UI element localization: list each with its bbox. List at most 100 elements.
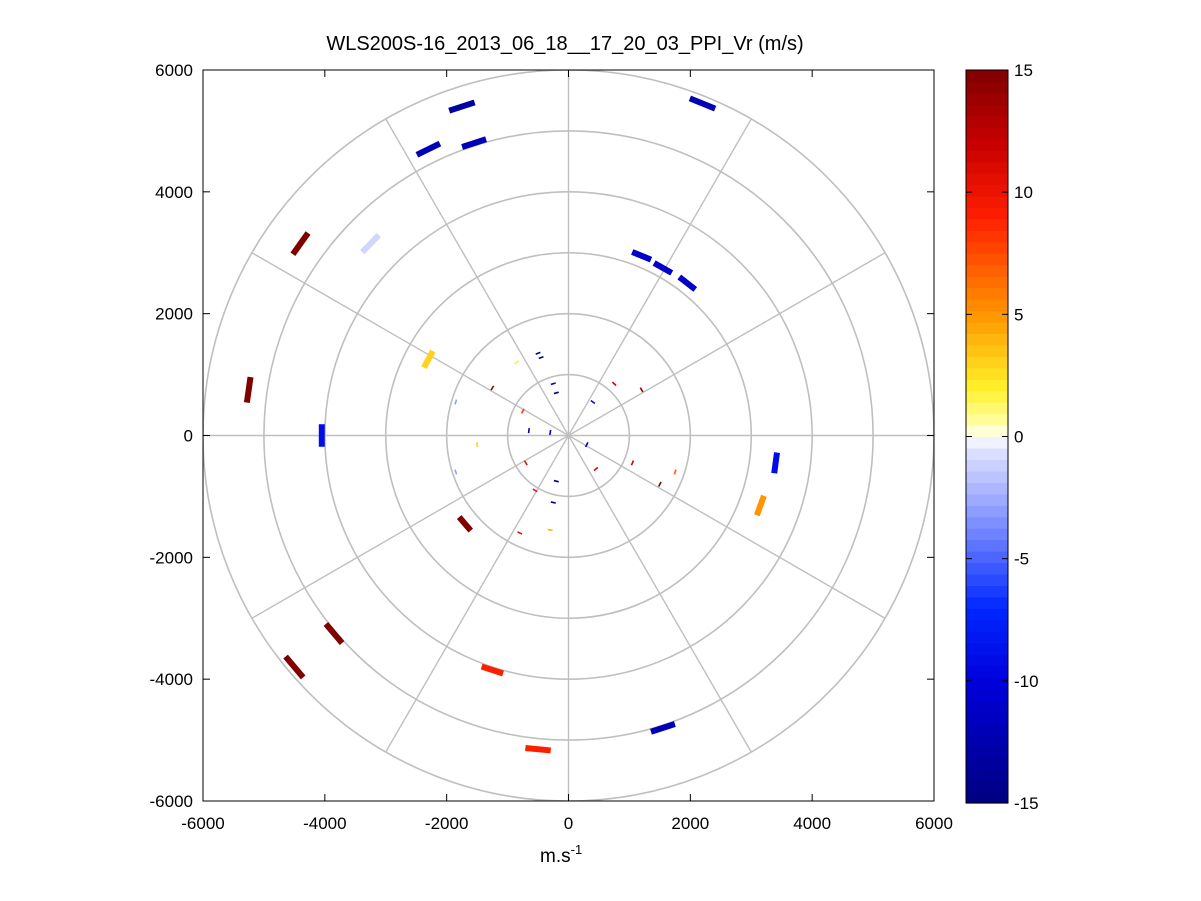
colorbar-step — [966, 459, 1008, 472]
y-tick-label: 0 — [184, 427, 193, 446]
colorbar-tick-label: 0 — [1014, 428, 1023, 447]
colorbar-step — [966, 631, 1008, 644]
colorbar-step — [966, 699, 1008, 712]
range-ring — [324, 191, 813, 680]
data-speck — [639, 387, 644, 393]
colorbar-step — [966, 367, 1008, 380]
colorbar-step — [966, 780, 1008, 793]
colorbar-step — [966, 757, 1008, 770]
colorbar-step — [966, 562, 1008, 575]
colorbar-step — [966, 447, 1008, 461]
colorbar-step — [966, 791, 1008, 804]
colorbar-step — [966, 276, 1008, 289]
colorbar-step — [966, 173, 1008, 186]
colorbar-step — [966, 528, 1008, 541]
colorbar-step — [966, 253, 1008, 266]
data-speck — [657, 481, 662, 487]
data-speck — [550, 501, 556, 504]
data-point — [480, 663, 504, 677]
colorbar-step — [966, 115, 1008, 128]
y-tick-label: 4000 — [155, 183, 193, 202]
polar-grid — [203, 70, 934, 801]
data-point — [421, 349, 436, 370]
colorbar-step — [966, 505, 1008, 518]
colorbar-tick-label: 10 — [1014, 183, 1033, 202]
colorbar-step — [966, 310, 1008, 323]
colorbar-step — [966, 287, 1008, 300]
data-point — [461, 136, 487, 150]
data-speck — [514, 360, 520, 365]
colorbar-step — [966, 585, 1008, 598]
colorbar-step — [966, 127, 1008, 140]
colorbar-step — [966, 768, 1008, 781]
data-point — [323, 621, 345, 646]
colorbar-step — [966, 344, 1008, 357]
colorbar-tick-label: -5 — [1014, 550, 1029, 569]
data-speck — [527, 428, 531, 434]
colorbar-step — [966, 379, 1008, 392]
data-markers — [243, 95, 780, 754]
colorbar-step — [966, 619, 1008, 632]
colorbar-step — [966, 150, 1008, 163]
colorbar-step — [966, 665, 1008, 678]
colorbar-step — [966, 539, 1008, 552]
colorbar-step — [966, 299, 1008, 312]
data-point — [754, 494, 767, 517]
data-speck — [584, 442, 589, 448]
data-speck — [549, 429, 552, 436]
data-point — [415, 140, 442, 158]
colorbar-step — [966, 92, 1008, 105]
data-point — [652, 260, 674, 276]
colorbar-step — [966, 425, 1008, 438]
colorbar-ticks: 15 10 5 0 -5 -10 -15 — [966, 61, 1039, 813]
x-tick-labels: -6000 -4000 -2000 0 2000 4000 6000 — [181, 814, 953, 833]
colorbar-step — [966, 81, 1008, 94]
x-axis-label-base: m.s — [540, 846, 571, 867]
data-point — [456, 515, 474, 533]
colorbar-step — [966, 677, 1008, 690]
colorbar-step — [966, 596, 1008, 609]
data-speck — [590, 399, 596, 405]
colorbar-step — [966, 688, 1008, 701]
colorbar-step — [966, 734, 1008, 747]
range-ring — [263, 130, 874, 741]
data-point — [650, 721, 676, 735]
data-point — [290, 231, 311, 256]
colorbar-step — [966, 356, 1008, 369]
colorbar-step — [966, 711, 1008, 724]
range-ring — [506, 373, 631, 498]
data-speck — [535, 351, 541, 355]
data-speck — [593, 466, 599, 472]
data-speck — [454, 469, 458, 475]
data-point — [631, 249, 653, 263]
data-speck — [611, 381, 617, 386]
colorbar-tick-label: 15 — [1014, 61, 1033, 80]
colorbar-tick-label: -15 — [1014, 794, 1039, 813]
data-speck — [630, 460, 635, 466]
colorbar-step — [966, 413, 1008, 426]
colorbar-step — [966, 608, 1008, 621]
y-tick-label: 2000 — [155, 305, 193, 324]
colorbar-step — [966, 321, 1008, 335]
data-speck — [553, 391, 559, 395]
data-speck — [520, 408, 525, 414]
data-point — [525, 745, 551, 754]
colorbar-step — [966, 436, 1008, 449]
data-speck — [550, 382, 556, 386]
data-speck — [490, 385, 495, 391]
colorbar-step — [966, 573, 1008, 586]
data-point — [283, 654, 306, 680]
data-speck — [523, 460, 528, 466]
data-point — [448, 99, 476, 114]
x-tick-label: 0 — [564, 814, 573, 833]
colorbar-tick-label: -10 — [1014, 672, 1039, 691]
colorbar-step — [966, 722, 1008, 735]
y-tick-label: 6000 — [155, 61, 193, 80]
x-axis-label-superscript: -1 — [571, 842, 583, 857]
x-tick-label: -4000 — [303, 814, 346, 833]
colorbar-step — [966, 470, 1008, 483]
colorbar: 15 10 5 0 -5 -10 -15 — [965, 61, 1039, 813]
colorbar-step — [966, 218, 1008, 231]
data-point — [771, 452, 780, 474]
